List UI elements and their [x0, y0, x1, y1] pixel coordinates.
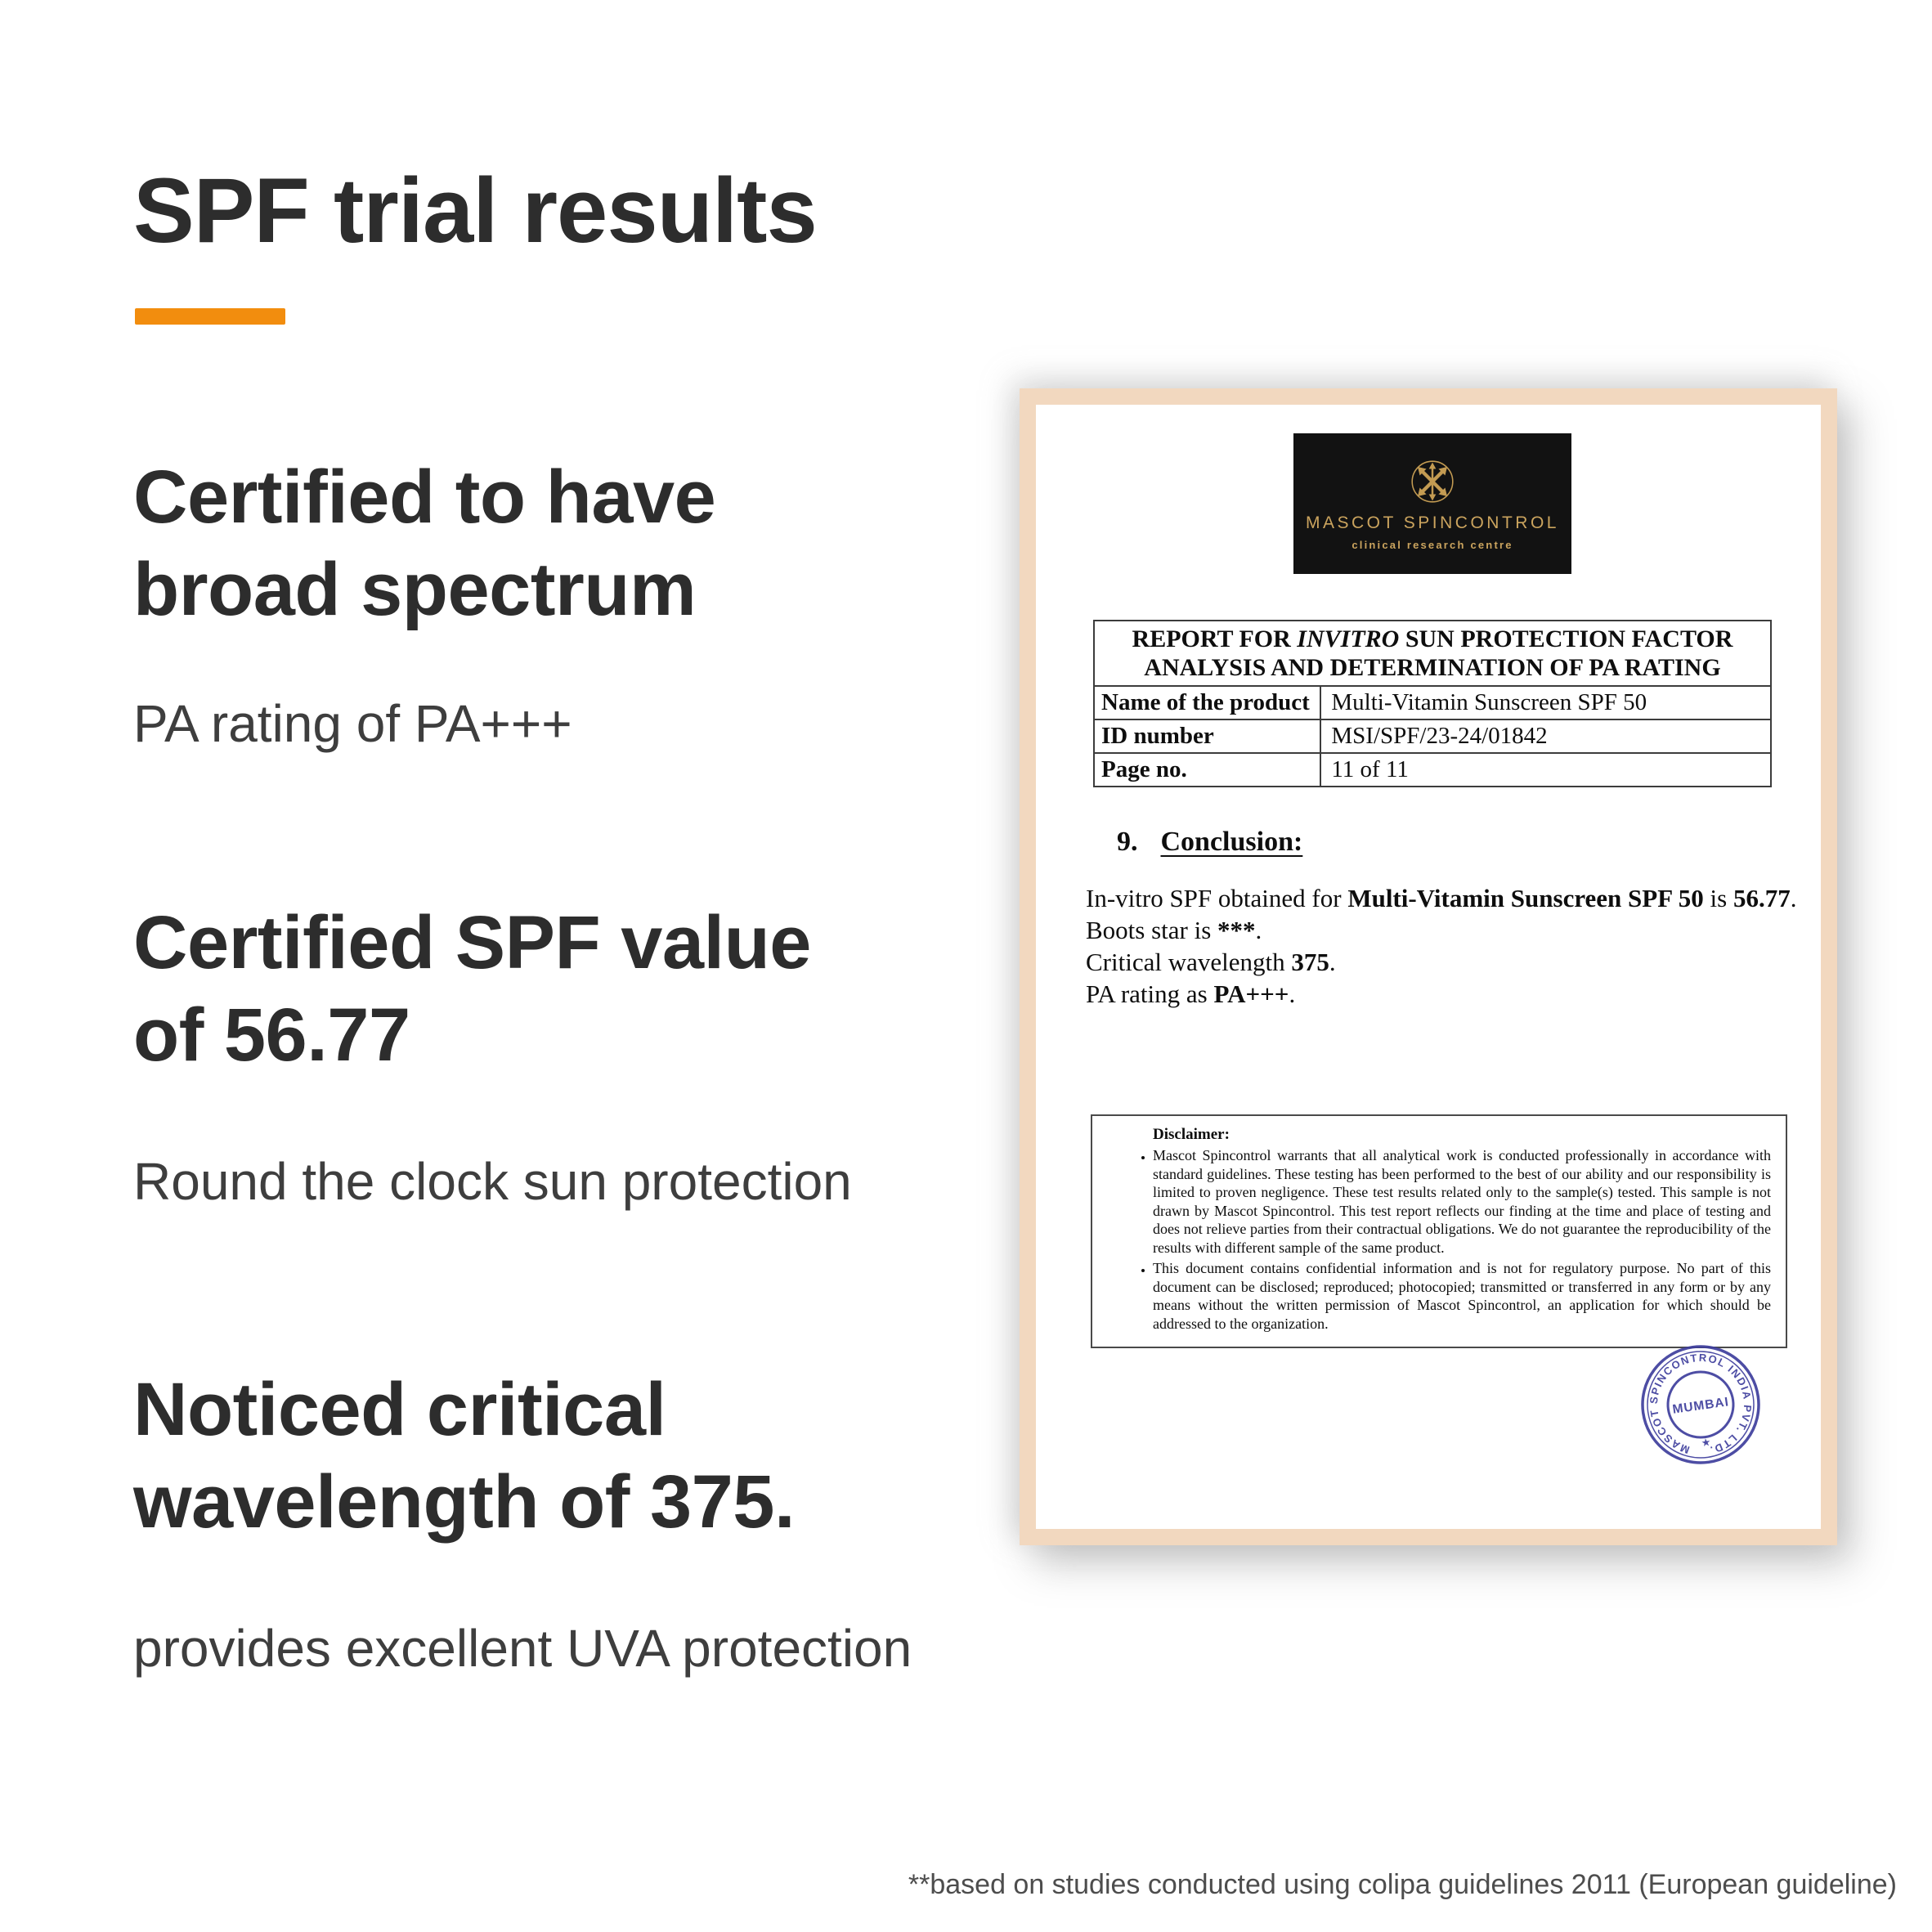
- benefit-subtext: provides excellent UVA protection: [133, 1619, 912, 1678]
- table-row: REPORT FOR INVITRO SUN PROTECTION FACTOR…: [1093, 620, 1772, 687]
- report-title-italic: INVITRO: [1297, 625, 1400, 652]
- report-table: REPORT FOR INVITRO SUN PROTECTION FACTOR…: [1092, 620, 1772, 787]
- table-value: Multi-Vitamin Sunscreen SPF 50: [1320, 685, 1772, 720]
- compass-arrows-icon: [1411, 460, 1454, 503]
- benefit-heading-line: of 56.77: [133, 993, 410, 1077]
- benefit-heading-line: Certified SPF value: [133, 901, 811, 984]
- benefit-heading-line: Noticed critical: [133, 1368, 666, 1451]
- disclaimer-bullet: Mascot Spincontrol warrants that all ana…: [1153, 1146, 1771, 1257]
- benefit-heading-line: wavelength of 375.: [133, 1460, 796, 1544]
- benefit-heading: Certified SPF value of 56.77: [133, 897, 852, 1082]
- conclusion-section: 9. Conclusion: In-vitro SPF obtained for …: [1086, 827, 1796, 1010]
- footnote: **based on studies conducted using colip…: [908, 1869, 1897, 1900]
- table-value: 11 of 11: [1320, 752, 1772, 787]
- disclaimer-bullet: This document contains confidential info…: [1153, 1259, 1771, 1333]
- report-title: REPORT FOR INVITRO SUN PROTECTION FACTOR…: [1093, 620, 1772, 687]
- benefit-subtext: PA rating of PA+++: [133, 694, 572, 753]
- table-label: Page no.: [1092, 752, 1322, 787]
- table-label: ID number: [1092, 719, 1322, 754]
- lab-logo: MASCOT SPINCONTROL clinical research cen…: [1293, 433, 1571, 574]
- disclaimer-list: Mascot Spincontrol warrants that all ana…: [1092, 1146, 1771, 1333]
- conclusion-number: 9.: [1117, 827, 1138, 857]
- page-title: SPF trial results: [133, 159, 818, 262]
- conclusion-heading: 9. Conclusion:: [1117, 827, 1796, 858]
- disclaimer-title: Disclaimer:: [1153, 1126, 1230, 1143]
- conclusion-title: Conclusion:: [1160, 827, 1303, 857]
- benefit-subtext: Round the clock sun protection: [133, 1152, 852, 1211]
- benefit-heading: Noticed critical wavelength of 375.: [133, 1364, 912, 1549]
- conclusion-lines: In-vitro SPF obtained for Multi-Vitamin …: [1086, 882, 1796, 1010]
- table-row: ID number MSI/SPF/23-24/01842: [1092, 719, 1772, 754]
- table-value: MSI/SPF/23-24/01842: [1320, 719, 1772, 754]
- benefit-critical-wavelength: Noticed critical wavelength of 375. prov…: [133, 1364, 912, 1679]
- logo-tagline-text: clinical research centre: [1352, 539, 1513, 551]
- table-row: Name of the product Multi-Vitamin Sunscr…: [1092, 685, 1772, 720]
- approval-stamp: MASCOT SPINCONTROL INDIA PVT. LTD. MUMBA…: [1640, 1345, 1760, 1465]
- stamp-center-text: MUMBAI: [1672, 1395, 1730, 1417]
- accent-underline: [135, 308, 285, 325]
- benefit-broad-spectrum: Certified to have broad spectrum PA rati…: [133, 451, 716, 754]
- report-title-text: REPORT FOR: [1132, 625, 1298, 652]
- report-title-text: SUN PROTECTION FACTOR ANALYSIS AND DETER…: [1144, 625, 1733, 681]
- benefit-heading: Certified to have broad spectrum: [133, 451, 716, 636]
- logo-brand-text: MASCOT SPINCONTROL: [1306, 513, 1559, 532]
- conclusion-line: PA rating as PA+++.: [1086, 979, 1296, 1008]
- table-label: Name of the product: [1092, 685, 1322, 720]
- conclusion-line: Critical wavelength 375.: [1086, 948, 1336, 976]
- stamp-star-icon: ★: [1701, 1436, 1712, 1449]
- certificate-document: MASCOT SPINCONTROL clinical research cen…: [1020, 388, 1837, 1545]
- table-row: Page no. 11 of 11: [1092, 752, 1772, 787]
- conclusion-line: In-vitro SPF obtained for Multi-Vitamin …: [1086, 884, 1797, 912]
- conclusion-line: Boots star is ***.: [1086, 916, 1262, 944]
- benefit-heading-line: Certified to have: [133, 455, 716, 539]
- benefit-heading-line: broad spectrum: [133, 548, 697, 631]
- benefit-spf-value: Certified SPF value of 56.77 Round the c…: [133, 897, 852, 1212]
- disclaimer-box: Disclaimer: Mascot Spincontrol warrants …: [1091, 1114, 1787, 1348]
